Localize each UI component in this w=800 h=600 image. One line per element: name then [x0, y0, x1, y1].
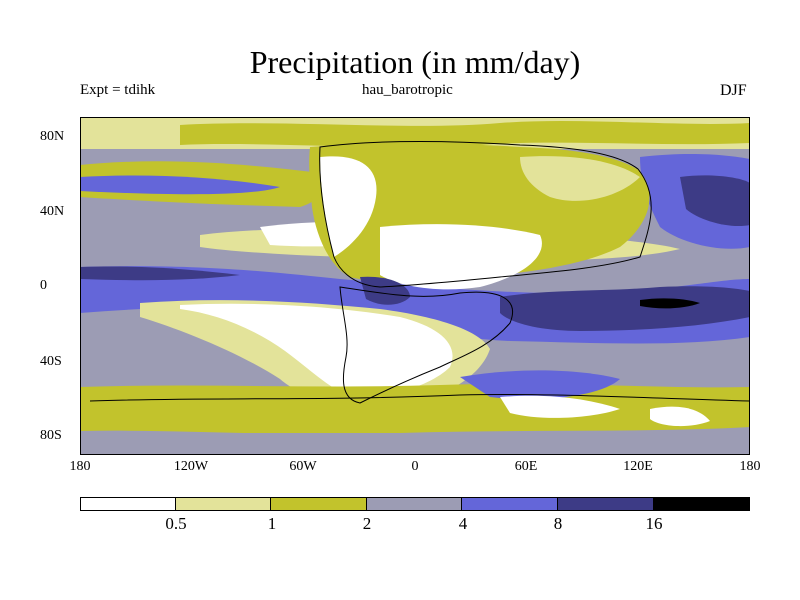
colorbar-box-1 [175, 497, 271, 511]
experiment-label: Expt = tdihk [80, 82, 156, 98]
s-storm-track [80, 383, 750, 435]
arctic-band-inner [180, 121, 750, 147]
tropical-desert [380, 224, 542, 290]
north-coastline [319, 141, 652, 288]
lon-label-60w: 60W [289, 459, 317, 474]
case-label: hau_barotropic [362, 82, 453, 98]
s-polar-dry-2 [650, 406, 710, 427]
n-pacific-wet [80, 175, 280, 195]
s-storm-wet [460, 370, 620, 400]
colorbar-box-5 [557, 497, 654, 511]
colorbar-box-4 [461, 497, 558, 511]
colorbar-box-0 [80, 497, 176, 511]
lon-label-180e: 180 [739, 459, 761, 474]
season-label: DJF [720, 82, 747, 99]
chart-title: Precipitation (in mm/day) [249, 44, 581, 80]
s-polar-dry-1 [500, 395, 620, 418]
colorbar [80, 497, 750, 511]
map-frame [80, 117, 750, 455]
itcz-core [500, 286, 750, 331]
colorbar-box-2 [270, 497, 367, 511]
lon-label-60e: 60E [514, 459, 538, 474]
antarctic-coastline [89, 393, 750, 402]
precipitation-map [80, 117, 750, 455]
colorbar-label-0: 0.5 [165, 514, 187, 533]
colorbar-label-1: 1 [267, 514, 277, 533]
south-coastline [339, 286, 513, 404]
lon-label-120w: 120W [173, 459, 209, 474]
monsoon-core [360, 276, 410, 305]
lon-label-120e: 120E [623, 459, 653, 474]
lat-label-80s: 80S [40, 428, 62, 443]
lat-label-eq: 0 [40, 278, 47, 293]
ne-dry [520, 156, 640, 201]
lon-label-180w: 180 [69, 459, 91, 474]
map-svg [80, 117, 750, 455]
lat-label-40s: 40S [40, 354, 62, 369]
colorbar-box-3 [366, 497, 462, 511]
lon-label-0: 0 [411, 459, 419, 474]
north-desert [320, 156, 377, 257]
colorbar-label-4: 8 [553, 514, 563, 533]
s-desert [180, 303, 453, 398]
colorbar-box-6 [653, 497, 750, 511]
colorbar-label-3: 4 [458, 514, 468, 533]
colorbar-label-5: 16 [645, 514, 663, 533]
colorbar-label-2: 2 [362, 514, 372, 533]
antarctic-band [80, 433, 750, 455]
max-precip-cell [640, 298, 700, 309]
kuroshio-core [680, 175, 750, 227]
lat-label-80n: 80N [40, 129, 65, 144]
eastern-pacific-core [80, 266, 240, 281]
lat-label-40n: 40N [40, 204, 65, 219]
